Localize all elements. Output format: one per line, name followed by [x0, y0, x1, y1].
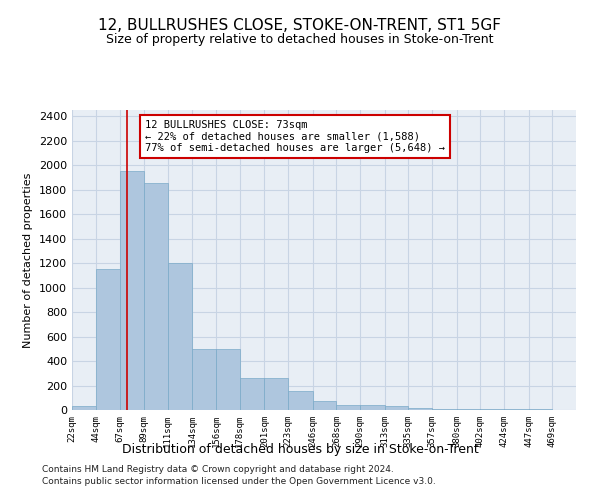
Bar — [432, 409, 457, 410]
Text: Size of property relative to detached houses in Stoke-on-Trent: Size of property relative to detached ho… — [106, 32, 494, 46]
Bar — [337, 405, 360, 410]
Text: 12, BULLRUSHES CLOSE, STOKE-ON-TRENT, ST1 5GF: 12, BULLRUSHES CLOSE, STOKE-ON-TRENT, ST… — [98, 18, 502, 32]
Bar — [288, 391, 313, 410]
Bar — [72, 406, 95, 410]
Text: 12 BULLRUSHES CLOSE: 73sqm
← 22% of detached houses are smaller (1,588)
77% of s: 12 BULLRUSHES CLOSE: 73sqm ← 22% of deta… — [145, 120, 445, 153]
Text: Contains public sector information licensed under the Open Government Licence v3: Contains public sector information licen… — [42, 476, 436, 486]
Bar — [216, 349, 239, 410]
Bar — [313, 401, 337, 410]
Text: Contains HM Land Registry data © Crown copyright and database right 2024.: Contains HM Land Registry data © Crown c… — [42, 466, 394, 474]
Bar — [193, 349, 216, 410]
Bar — [167, 263, 193, 410]
Bar — [385, 406, 409, 410]
Bar — [360, 405, 385, 410]
Bar — [409, 408, 432, 410]
Bar — [95, 269, 121, 410]
Bar — [457, 409, 481, 410]
Bar — [265, 378, 288, 410]
Bar — [239, 378, 265, 410]
Bar — [144, 184, 167, 410]
Y-axis label: Number of detached properties: Number of detached properties — [23, 172, 34, 348]
Bar — [121, 171, 144, 410]
Text: Distribution of detached houses by size in Stoke-on-Trent: Distribution of detached houses by size … — [122, 442, 478, 456]
